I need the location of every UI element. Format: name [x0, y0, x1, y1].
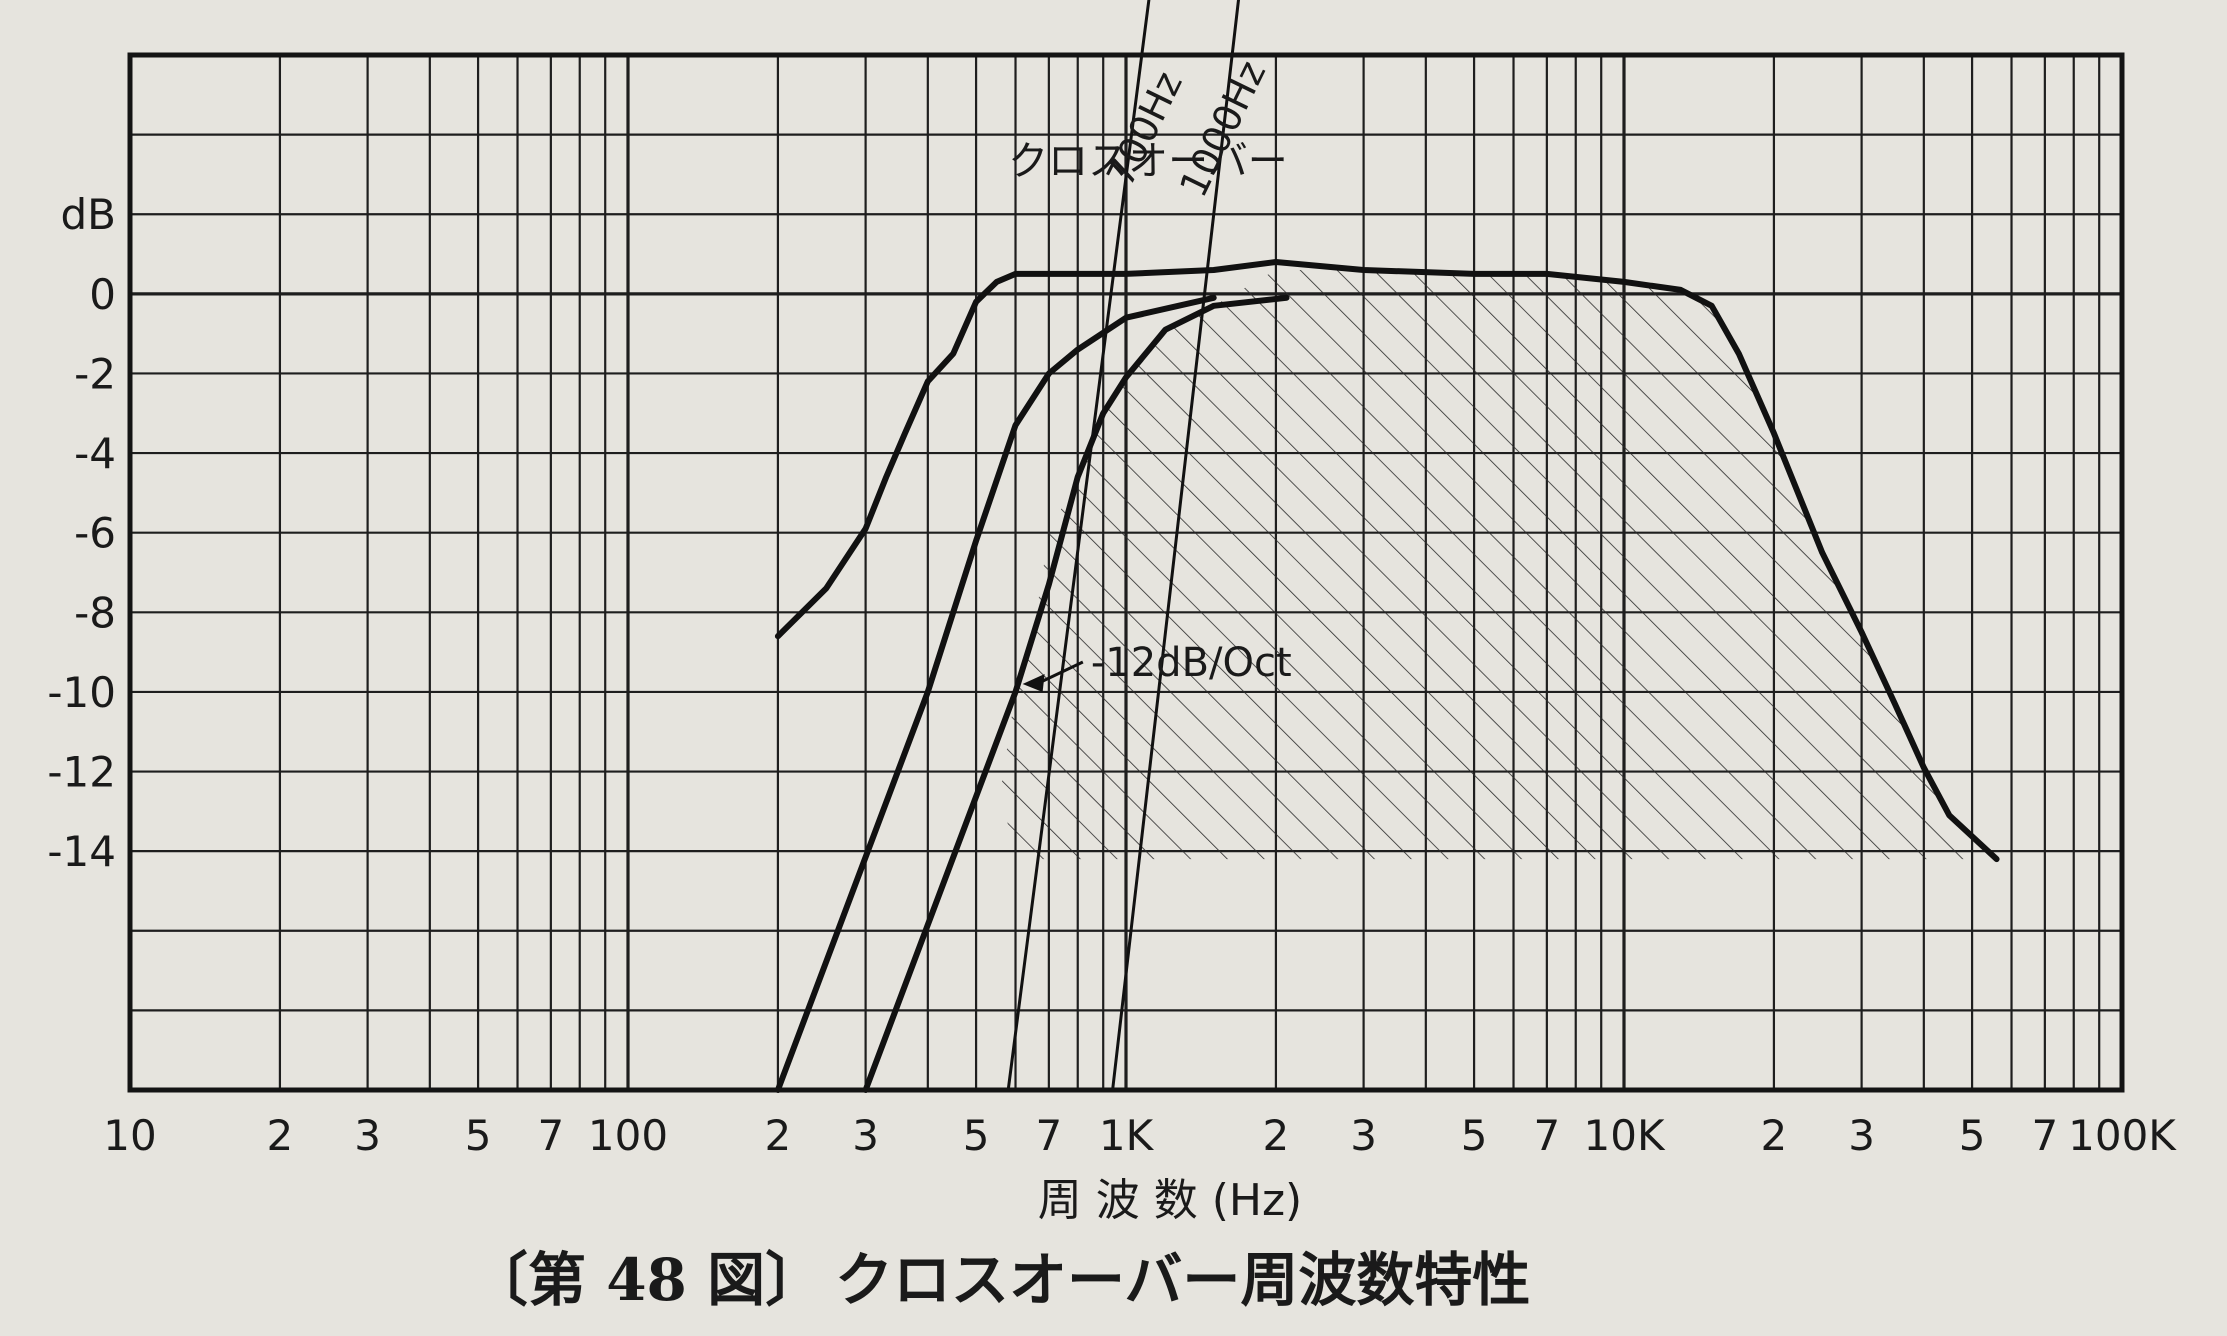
series-line-4 [1006, 0, 1151, 1092]
x-tick-label: 2 [267, 1111, 294, 1160]
x-tick-label: 3 [852, 1111, 879, 1160]
series-line-5 [1111, 0, 1240, 1092]
x-tick-label: 5 [1461, 1111, 1488, 1160]
annotation-label: クロスオーバー [1008, 138, 1288, 184]
series-line-3 [862, 294, 1290, 1093]
x-tick-label: 5 [963, 1111, 990, 1160]
x-tick-label: 2 [765, 1111, 792, 1160]
annotation-arrow [1035, 660, 1084, 686]
x-tick-label: 7 [537, 1111, 564, 1160]
x-tick-label: 3 [354, 1111, 381, 1160]
x-tick-label: 5 [1959, 1111, 1986, 1160]
y-tick-label: -14 [47, 827, 116, 876]
series-line-1 [774, 259, 2000, 863]
y-tick-label: -12 [47, 748, 116, 797]
x-tick-label: 5 [465, 1111, 492, 1160]
x-tick-labels: 10 2 3 5 7 100 2 3 5 7 1K 2 3 5 7 10K 2 3 5 7 100K [103, 1111, 2177, 1160]
plot-frame [127, 52, 2125, 1093]
series-layer [774, 0, 2000, 1093]
x-tick-label: 10 [103, 1111, 156, 1160]
x-tick-label: 100 [588, 1111, 668, 1160]
series-line-2 [774, 294, 1217, 1093]
y-tick-label: -6 [74, 509, 116, 558]
y-tick-labels: dB 0 -2 -4 -6 -8 -10 -12 -14 [47, 190, 116, 876]
x-tick-label: 3 [1350, 1111, 1377, 1160]
hatched-area [1000, 270, 1985, 860]
x-tick-label: 2 [1263, 1111, 1290, 1160]
hatched-passband-area [1000, 270, 1985, 860]
y-tick-label: dB [61, 190, 116, 239]
annotation-label: -12dB/Oct [1091, 640, 1292, 686]
x-tick-label: 1K [1099, 1111, 1155, 1160]
x-tick-label: 7 [1533, 1111, 1560, 1160]
y-tick-label: -2 [74, 349, 116, 398]
x-tick-label: 100K [2068, 1111, 2177, 1160]
x-tick-label: 3 [1848, 1111, 1875, 1160]
y-tick-label: -4 [74, 429, 116, 478]
x-tick-label: 2 [1761, 1111, 1788, 1160]
y-tick-label: -10 [47, 668, 116, 717]
annotation-arrowhead [1022, 673, 1045, 692]
x-tick-label: 10K [1584, 1111, 1666, 1160]
figure-number: 〔第 48 図〕 [470, 1246, 823, 1314]
x-axis-label: 周 波 数 (Hz) [1038, 1175, 1302, 1226]
figure-title: クロスオーバー周波数特性 [835, 1246, 1530, 1314]
y-tick-label: 0 [89, 270, 116, 319]
x-tick-label: 7 [1035, 1111, 1062, 1160]
x-tick-label: 7 [2031, 1111, 2058, 1160]
y-tick-label: -8 [74, 588, 116, 637]
